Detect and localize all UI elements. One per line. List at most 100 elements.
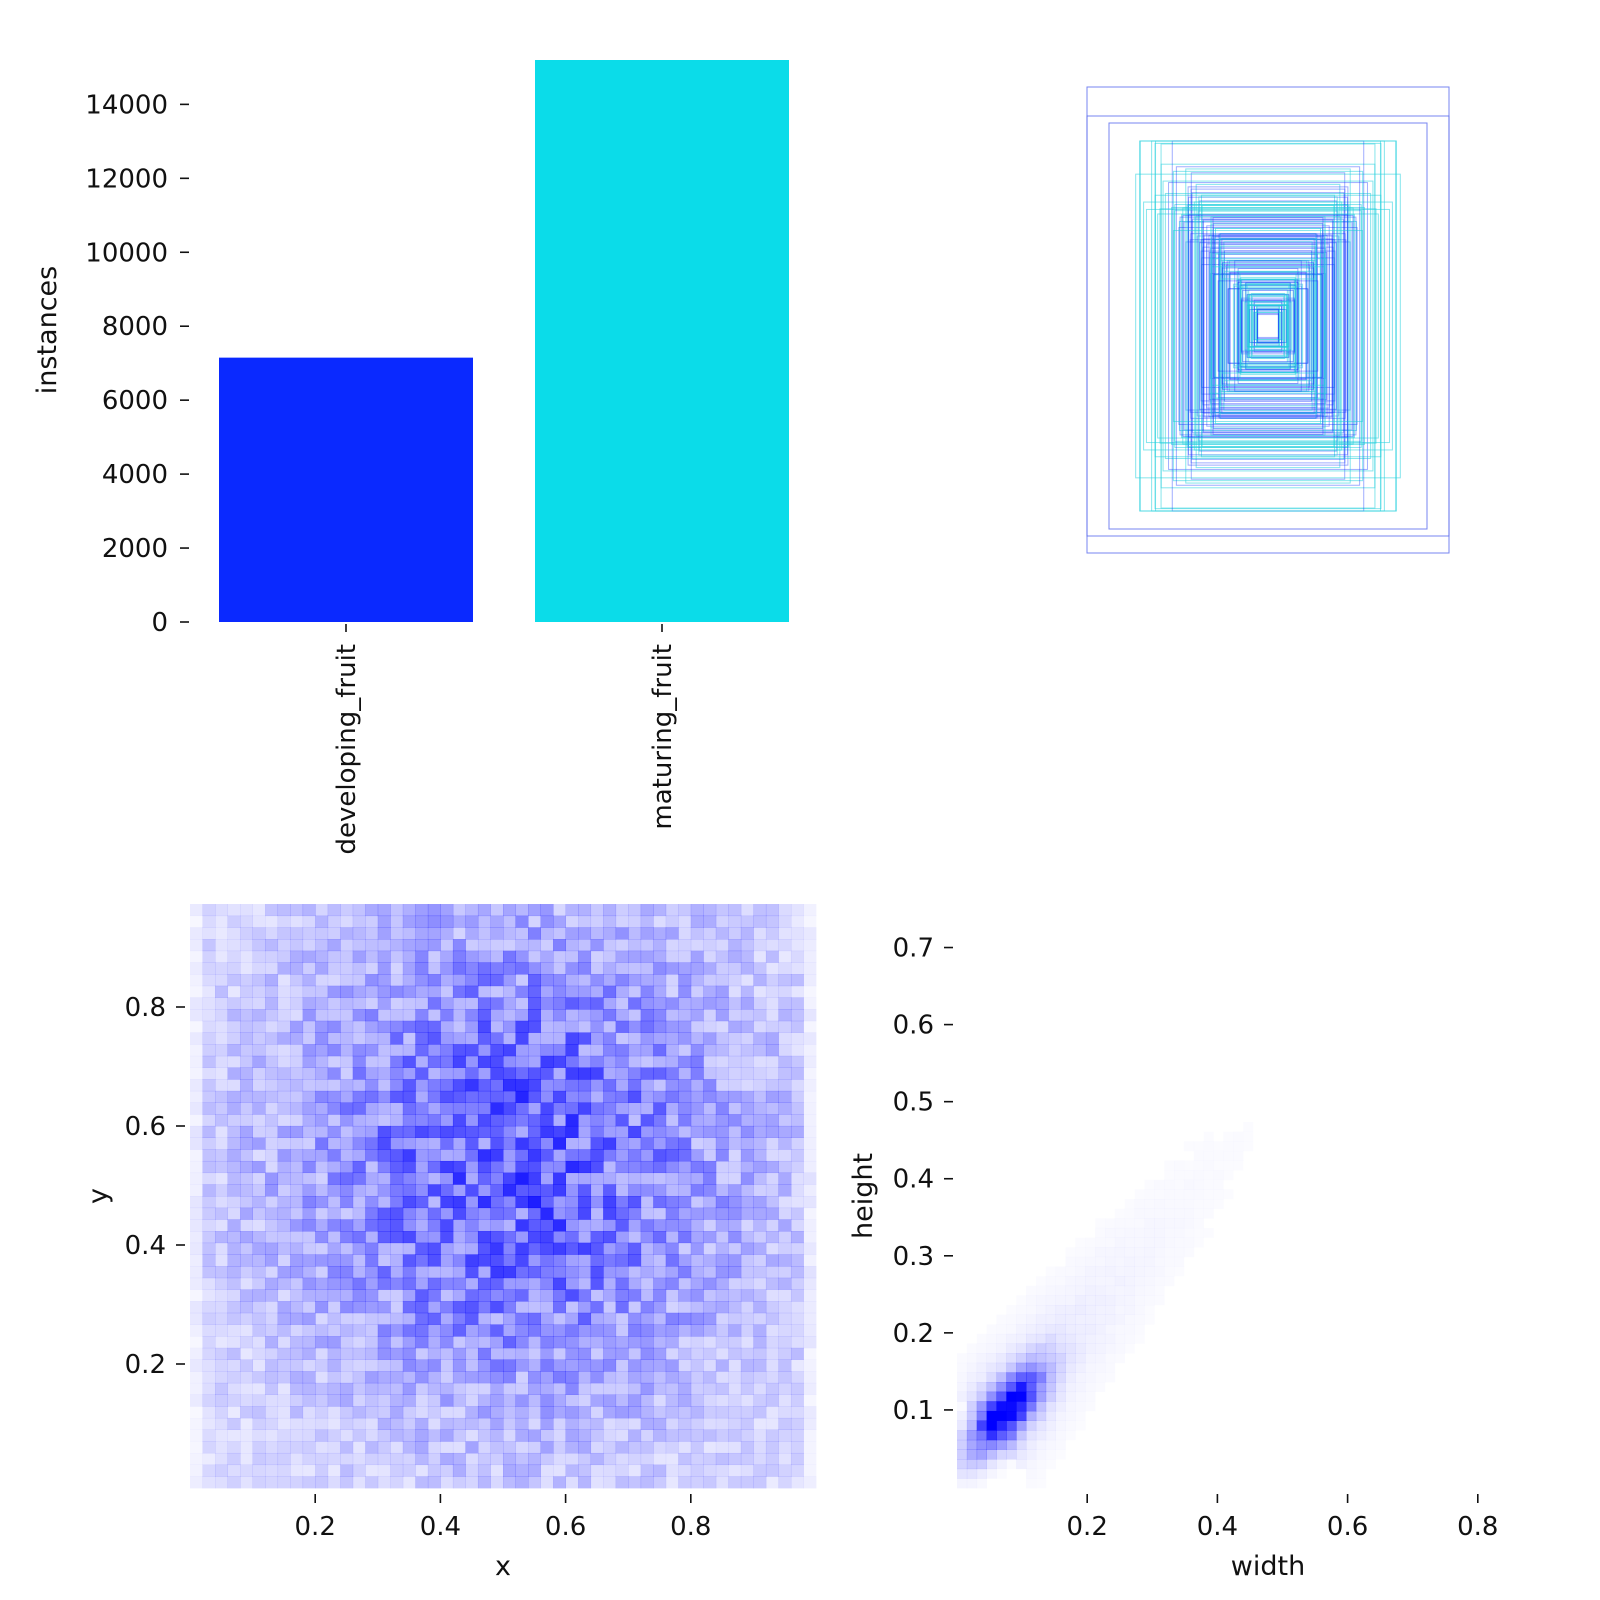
xy-heat-cell (202, 1184, 216, 1197)
xy-heat-cell (202, 1254, 216, 1267)
wh-heat-cell (1115, 1305, 1125, 1315)
xy-heat-cell (603, 1009, 617, 1022)
xy-heat-cell (290, 1452, 304, 1466)
xy-heat-cell (528, 927, 541, 940)
xy-heat-cell (327, 1172, 341, 1185)
xy-heat-cell (390, 1137, 404, 1150)
bbox-outline (1212, 216, 1324, 436)
x-tick-label: 0.8 (1457, 1512, 1498, 1542)
xy-heat-cell (415, 1160, 429, 1174)
xy-heat-cell (365, 1067, 379, 1080)
xy-heat-cell (665, 1266, 679, 1279)
xy-heat-cell (678, 1254, 692, 1267)
wh-heat-cell (1105, 1228, 1115, 1238)
xy-heat-cell (790, 1406, 804, 1419)
xy-heat-cell (415, 974, 429, 987)
xy-heat-cell (290, 1464, 304, 1477)
xy-heat-cell (540, 1359, 554, 1372)
xy-heat-cell (240, 904, 253, 917)
wh-heat-cell (1065, 1382, 1076, 1393)
wh-heat-cell (1115, 1324, 1125, 1334)
xy-heat-cell (402, 1079, 416, 1092)
xy-heat-cell (628, 1371, 642, 1384)
xy-heat-cell (190, 1021, 203, 1033)
xy-heat-cell (603, 1114, 617, 1127)
xy-heat-cell (553, 1055, 566, 1068)
wh-heat-cell (996, 1401, 1007, 1412)
xy-heat-cell (202, 1172, 216, 1185)
xy-heat-cell (477, 1009, 491, 1022)
xy-heat-cell (653, 997, 667, 1010)
bbox-outline (1139, 140, 1397, 512)
bbox-outline (1247, 295, 1289, 357)
wh-heat-cell (1174, 1160, 1184, 1170)
xy-heat-cell (265, 1137, 279, 1150)
xy-heat-cell (628, 950, 642, 963)
xy-heat-cell (503, 1044, 516, 1057)
xy-heat-cell (590, 1464, 604, 1477)
xy-heat-cell (377, 1032, 391, 1045)
xy-heat-cell (277, 1324, 291, 1337)
xy-heat-cell (202, 1429, 216, 1442)
xy-heat-cell (465, 1149, 479, 1162)
wh-heat-cell (1046, 1459, 1056, 1469)
wh-heat-cell (1035, 1439, 1047, 1450)
wh-heat-cell (1135, 1209, 1145, 1219)
wh-heat-cell (1066, 1247, 1076, 1257)
xy-heat-cell (740, 1172, 754, 1185)
xy-heat-cell (653, 1336, 667, 1349)
xy-heat-cell (615, 1452, 629, 1466)
xy-heat-cell (302, 1137, 316, 1150)
xy-heat-cell (753, 1137, 767, 1150)
xy-heat-cell (352, 1452, 366, 1466)
xy-heat-cell (477, 1231, 491, 1244)
xy-heat-cell (402, 1277, 416, 1290)
xy-heat-cell (302, 939, 316, 952)
xy-heat-cell (778, 1231, 792, 1244)
xy-heat-cell (477, 915, 491, 928)
xy-heat-cell (665, 1464, 679, 1477)
xy-heat-cell (477, 1125, 491, 1138)
xy-heat-cell (277, 1452, 291, 1466)
xy-heat-cell (615, 1055, 629, 1068)
xy-heat-cell (740, 1476, 754, 1489)
xy-heat-cell (728, 1406, 742, 1419)
xy-heat-cell (440, 1347, 454, 1360)
xy-heat-cell (427, 1312, 441, 1325)
xy-heat-cell (640, 1114, 654, 1127)
xy-heat-cell (553, 1289, 566, 1302)
xy-heat-cell (578, 1417, 592, 1430)
xy-heat-cell (515, 1266, 529, 1279)
xy-heat-cell (778, 1429, 792, 1442)
xy-heat-cell (528, 1149, 541, 1162)
xy-heat-cell (765, 1079, 779, 1092)
xy-heat-cell (252, 974, 266, 987)
wh-heat-cell (966, 1382, 978, 1393)
xy-heat-cell (390, 927, 404, 940)
xy-heat-cell (690, 1184, 704, 1197)
xy-heat-cell (377, 1207, 391, 1220)
bbox-outline (1211, 252, 1325, 400)
xy-heat-cell (715, 1020, 729, 1033)
xy-heat-cell (477, 950, 491, 963)
xy-heat-cell (277, 1254, 291, 1267)
wh-heat-cell (1144, 1257, 1154, 1267)
xy-heat-cell (728, 1277, 742, 1290)
xy-heat-cell (690, 1301, 704, 1314)
xy-heat-cell (740, 1441, 754, 1454)
wh-heat-cell (1115, 1247, 1125, 1257)
xy-heat-cell (578, 939, 592, 952)
wh-heat-cell (1095, 1257, 1105, 1267)
bar-marks (219, 60, 789, 622)
xy-heat-cell (653, 1067, 667, 1080)
xy-heat-cell (528, 985, 541, 998)
xy-heat-cell (615, 1441, 629, 1454)
xy-heat-cell (565, 927, 579, 940)
xy-heat-cell (653, 1231, 667, 1244)
xy-heat-cell (340, 1231, 354, 1244)
xy-heat-cell (628, 939, 642, 952)
xy-heat-cell (790, 1452, 804, 1466)
bbox-outline (1178, 226, 1358, 426)
xy-heat-cell (765, 1102, 779, 1115)
xy-heat-cell (703, 1079, 717, 1092)
